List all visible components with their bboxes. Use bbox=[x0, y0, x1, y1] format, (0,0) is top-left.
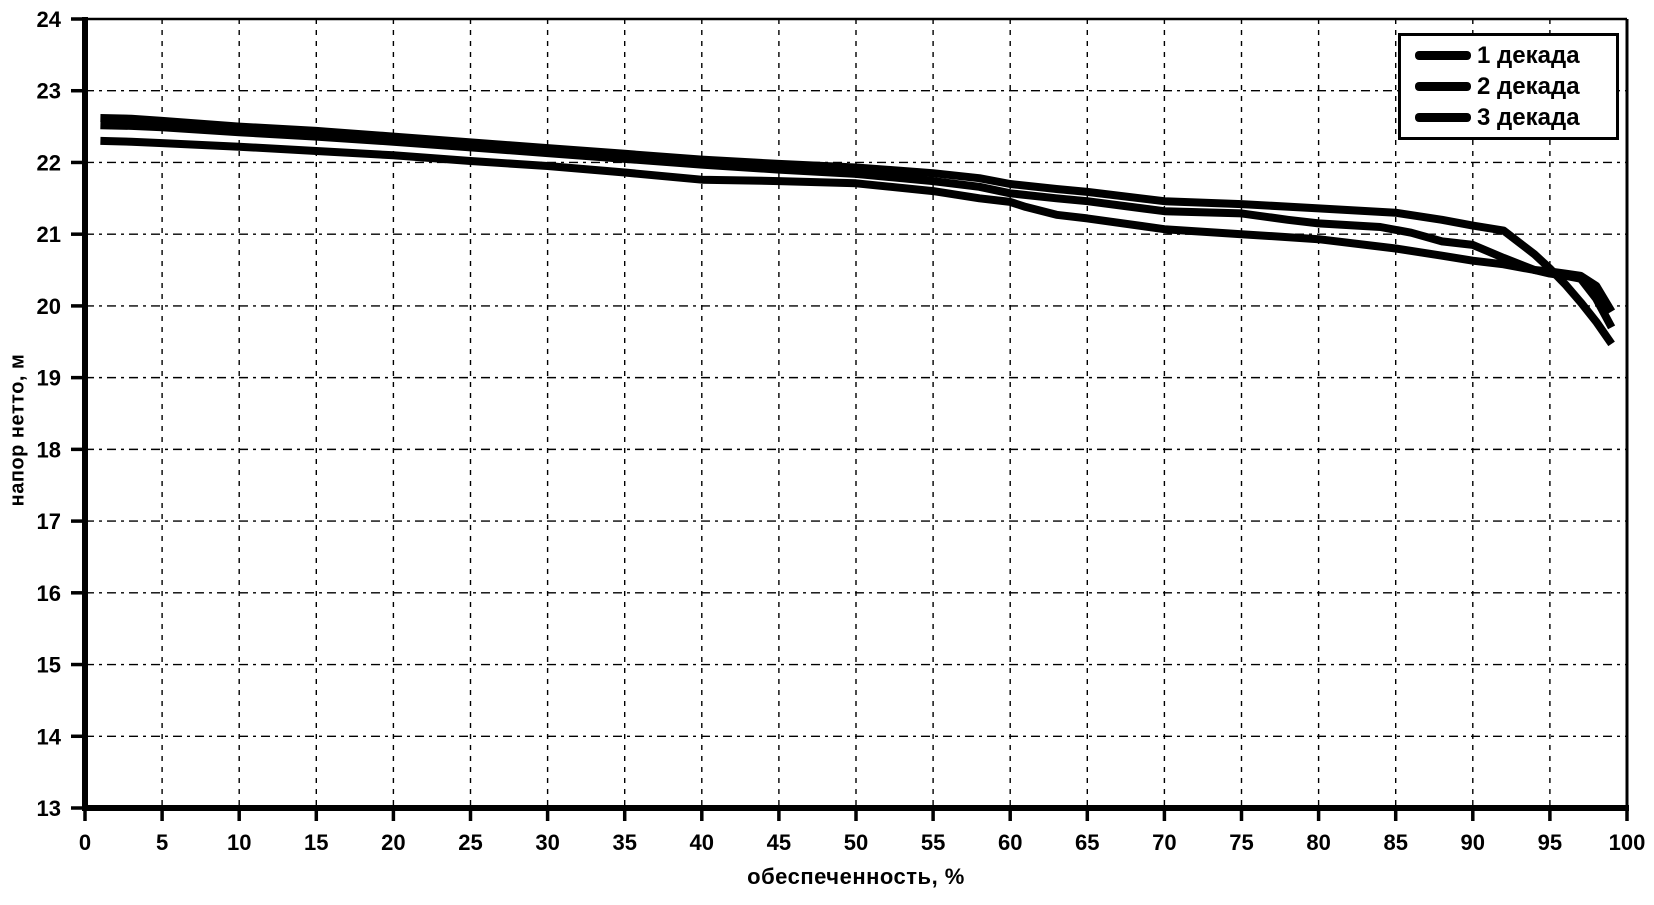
legend: 1 декада 2 декада 3 декада bbox=[1398, 33, 1619, 140]
legend-line-swatch bbox=[1415, 82, 1471, 91]
x-tick-label: 65 bbox=[1075, 830, 1099, 855]
y-tick-label: 14 bbox=[37, 724, 62, 749]
x-tick-label: 85 bbox=[1383, 830, 1407, 855]
x-tick-label: 55 bbox=[921, 830, 945, 855]
y-tick-label: 15 bbox=[37, 653, 61, 678]
tick-marks bbox=[71, 17, 1629, 821]
x-axis-title: обеспеченность, % bbox=[747, 864, 965, 889]
x-tick-label: 50 bbox=[844, 830, 868, 855]
x-tick-label: 100 bbox=[1609, 830, 1646, 855]
y-tick-label: 21 bbox=[37, 222, 61, 247]
x-tick-label: 70 bbox=[1152, 830, 1176, 855]
legend-line-swatch bbox=[1415, 51, 1471, 60]
y-tick-label: 17 bbox=[37, 509, 61, 534]
x-tick-label: 95 bbox=[1538, 830, 1562, 855]
tick-labels: 13 14 15 16 17 18 19 20 21 22 23 24 0 5 10 15 20 25 30 35 40… bbox=[37, 7, 1646, 855]
gridlines bbox=[85, 19, 1627, 808]
x-tick-label: 25 bbox=[458, 830, 482, 855]
x-tick-label: 75 bbox=[1229, 830, 1253, 855]
series-line-3 bbox=[100, 136, 1616, 314]
legend-label: 3 декада bbox=[1477, 103, 1580, 131]
y-tick-label: 18 bbox=[37, 437, 61, 462]
x-tick-label: 15 bbox=[304, 830, 328, 855]
x-tick-label: 30 bbox=[535, 830, 559, 855]
legend-label: 1 декада bbox=[1477, 41, 1580, 69]
series-line-1 bbox=[100, 114, 1615, 347]
x-tick-label: 20 bbox=[381, 830, 405, 855]
legend-line-swatch bbox=[1415, 113, 1471, 122]
x-tick-label: 90 bbox=[1461, 830, 1485, 855]
y-tick-label: 16 bbox=[37, 581, 61, 606]
x-tick-label: 80 bbox=[1306, 830, 1330, 855]
x-tick-label: 10 bbox=[227, 830, 251, 855]
legend-label: 2 декада bbox=[1477, 72, 1580, 100]
y-tick-label: 24 bbox=[37, 7, 62, 32]
plot-border bbox=[82, 17, 1629, 811]
y-tick-label: 13 bbox=[37, 796, 61, 821]
data-series bbox=[100, 114, 1616, 347]
y-tick-label: 19 bbox=[37, 366, 61, 391]
legend-item: 2 декада bbox=[1415, 73, 1610, 101]
legend-item: 3 декада bbox=[1415, 104, 1610, 132]
x-tick-label: 40 bbox=[690, 830, 714, 855]
x-tick-label: 60 bbox=[998, 830, 1022, 855]
y-tick-label: 20 bbox=[37, 294, 61, 319]
legend-item: 1 декада bbox=[1415, 42, 1610, 70]
y-axis-title: напор нетто, м bbox=[6, 353, 29, 507]
x-tick-label: 0 bbox=[79, 830, 91, 855]
x-tick-label: 45 bbox=[767, 830, 791, 855]
x-tick-label: 5 bbox=[156, 830, 168, 855]
x-tick-label: 35 bbox=[612, 830, 636, 855]
y-tick-label: 22 bbox=[37, 150, 61, 175]
y-tick-label: 23 bbox=[37, 79, 61, 104]
